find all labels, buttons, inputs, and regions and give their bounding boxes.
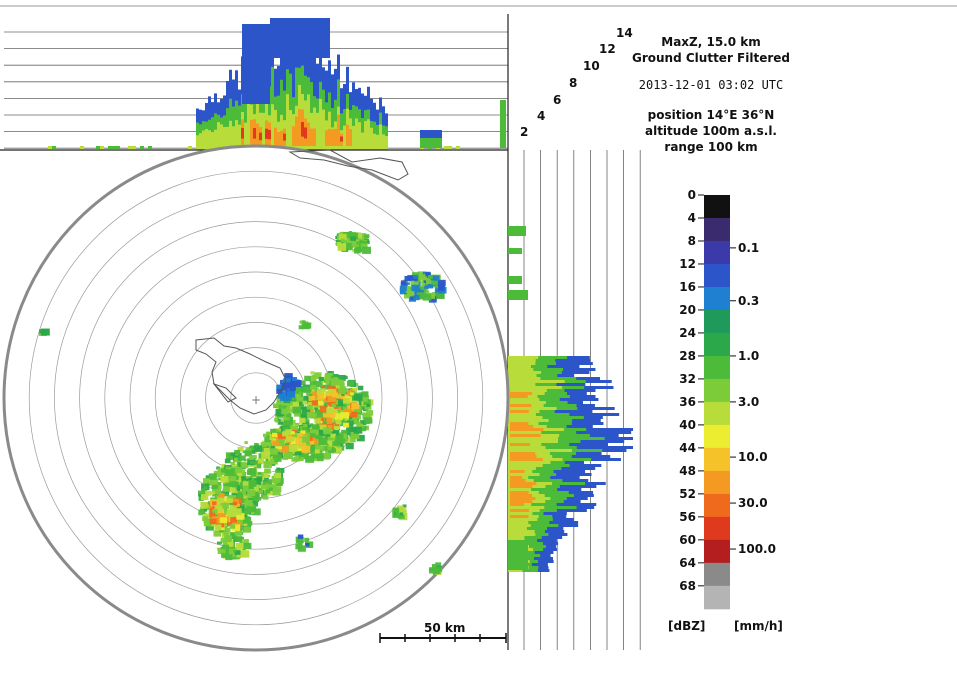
top-height-profile: [0, 14, 509, 650]
dbz-tick: 64: [679, 556, 696, 570]
product-label: MaxZ, 15.0 km: [661, 35, 761, 49]
coastline-north: [288, 149, 409, 181]
radar-range-circle: [2, 144, 510, 652]
height-label-10: 10: [583, 59, 600, 73]
side-height-profile: [508, 150, 641, 650]
rain-tick: 0.1: [738, 241, 759, 255]
dbz-tick: 52: [679, 487, 696, 501]
dbz-tick: 44: [679, 441, 696, 455]
dbz-tick: 56: [679, 510, 696, 524]
side-profile-echoes: [508, 226, 633, 572]
rain-tick: 3.0: [738, 395, 759, 409]
dbz-tick: 4: [688, 211, 696, 225]
dbz-tick: 0: [688, 188, 696, 202]
precipitation-echoes: [38, 231, 447, 575]
dbz-tick: 60: [679, 533, 696, 547]
dbz-tick: 40: [679, 418, 696, 432]
ppi-map: +: [2, 144, 510, 652]
range-label: range 100 km: [664, 140, 757, 154]
dbz-tick: 68: [679, 579, 696, 593]
colorbar-swatches: [704, 195, 730, 610]
dbz-tick: 36: [679, 395, 696, 409]
height-label-12: 12: [599, 42, 616, 56]
colorbar-rain-ticks: 0.1 0.3 1.0 3.0 10.0 30.0 100.0: [730, 241, 776, 556]
rain-tick: 0.3: [738, 294, 759, 308]
dbz-tick: 48: [679, 464, 696, 478]
height-label-4: 4: [537, 109, 545, 123]
height-axis-labels: 2 4 6 8 10 12 14: [520, 26, 633, 139]
dbz-tick: 24: [679, 326, 696, 340]
position-label: position 14°E 36°N: [648, 108, 775, 122]
info-panel: MaxZ, 15.0 km Ground Clutter Filtered 20…: [632, 35, 790, 154]
filter-label: Ground Clutter Filtered: [632, 51, 790, 65]
dbz-tick: 12: [679, 257, 696, 271]
dbz-tick: 16: [679, 280, 696, 294]
radar-site-marker: +: [251, 393, 261, 407]
height-label-8: 8: [569, 76, 577, 90]
altitude-label: altitude 100m a.s.l.: [645, 124, 777, 138]
height-label-14: 14: [616, 26, 633, 40]
rain-tick: 10.0: [738, 450, 768, 464]
rain-tick: 100.0: [738, 542, 776, 556]
rain-tick: 1.0: [738, 349, 759, 363]
top-profile-echoes: [48, 18, 506, 151]
dbz-tick: 32: [679, 372, 696, 386]
colorbar-unit-rain: [mm/h]: [734, 619, 783, 633]
scale-bar-label: 50 km: [424, 621, 465, 635]
height-label-6: 6: [553, 93, 561, 107]
dbz-tick: 8: [688, 234, 696, 248]
datetime-label: 2013-12-01 03:02 UTC: [639, 78, 784, 92]
colorbar-unit-dbz: [dBZ]: [668, 619, 705, 633]
coastline: [195, 337, 287, 415]
height-label-2: 2: [520, 125, 528, 139]
dbz-tick: 28: [679, 349, 696, 363]
scale-bar: 50 km: [379, 621, 507, 643]
rain-tick: 30.0: [738, 496, 768, 510]
dbz-tick: 20: [679, 303, 696, 317]
